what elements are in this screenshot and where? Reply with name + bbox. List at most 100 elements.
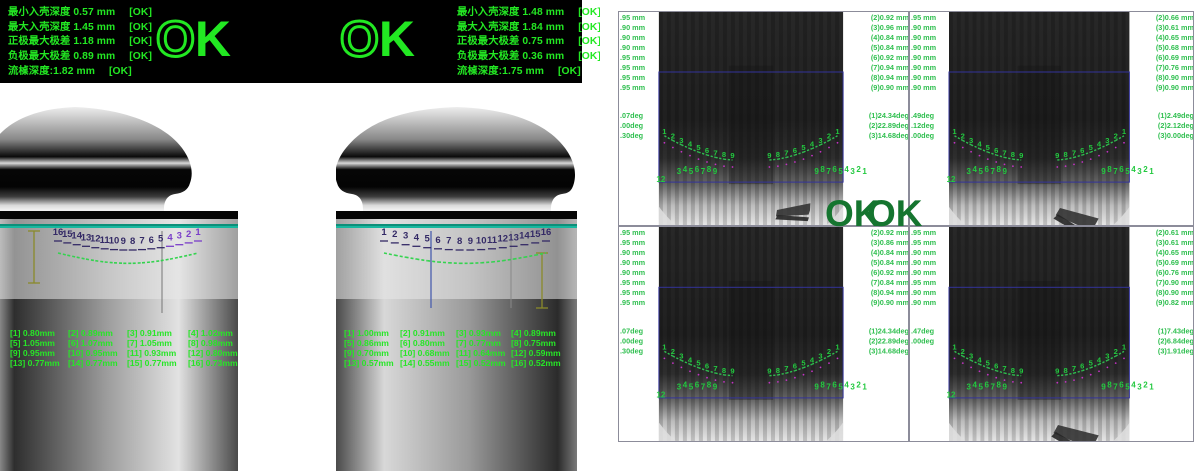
svg-text:.95 mm: .95 mm (620, 278, 646, 287)
svg-text:(2)0.61 mm: (2)0.61 mm (1156, 228, 1194, 237)
svg-text:7: 7 (713, 148, 717, 157)
svg-text:6: 6 (985, 381, 990, 390)
svg-text:.90 mm: .90 mm (620, 248, 646, 257)
svg-text:7: 7 (1072, 364, 1076, 373)
svg-text:.95 mm: .95 mm (620, 83, 646, 92)
svg-text:(2)0.92 mm: (2)0.92 mm (871, 13, 909, 22)
svg-text:6: 6 (1080, 146, 1084, 155)
svg-text:(7)0.76 mm: (7)0.76 mm (1156, 63, 1194, 72)
svg-text:6: 6 (1119, 381, 1124, 390)
svg-text:[11] 0.93mm: [11] 0.93mm (127, 348, 177, 358)
svg-text:[5] 1.05mm: [5] 1.05mm (10, 338, 55, 348)
svg-text:.00deg: .00deg (620, 121, 643, 130)
svg-text:.90 mm: .90 mm (911, 288, 937, 297)
svg-text:12: 12 (947, 175, 956, 184)
svg-text:(4)0.84 mm: (4)0.84 mm (871, 248, 909, 257)
svg-text:9: 9 (1003, 383, 1008, 392)
svg-text:[2] 0.89mm: [2] 0.89mm (68, 328, 113, 338)
svg-text:1: 1 (1149, 167, 1154, 176)
svg-text:[7] 1.05mm: [7] 1.05mm (127, 338, 172, 348)
svg-text:8: 8 (457, 236, 462, 247)
svg-text:7: 7 (1072, 148, 1076, 157)
svg-text:.90 mm: .90 mm (911, 268, 937, 277)
svg-text:(3)0.00deg: (3)0.00deg (1158, 131, 1194, 140)
svg-text:5: 5 (425, 234, 431, 245)
svg-text:(1)2.49deg: (1)2.49deg (1158, 111, 1194, 120)
svg-text:(8)0.90 mm: (8)0.90 mm (1156, 73, 1194, 82)
svg-text:[10] 0.68mm: [10] 0.68mm (400, 348, 450, 358)
svg-text:2: 2 (186, 229, 191, 240)
svg-text:8: 8 (1107, 381, 1112, 390)
svg-text:7: 7 (1002, 364, 1006, 373)
svg-text:[13] 0.77mm: [13] 0.77mm (10, 358, 60, 368)
svg-text:(6)0.92 mm: (6)0.92 mm (871, 53, 909, 62)
svg-text:2: 2 (1114, 347, 1118, 356)
svg-text:12: 12 (498, 234, 509, 245)
svg-text:.90 mm: .90 mm (911, 248, 937, 257)
svg-text:.49deg: .49deg (911, 111, 934, 120)
svg-text:(9)0.82 mm: (9)0.82 mm (1156, 298, 1194, 307)
svg-text:[12] 0.80mm: [12] 0.80mm (188, 348, 238, 358)
svg-text:8: 8 (130, 236, 135, 247)
svg-text:8: 8 (1011, 150, 1015, 159)
svg-text:4: 4 (844, 165, 849, 174)
svg-text:.00deg: .00deg (620, 337, 643, 346)
svg-text:(6)0.92 mm: (6)0.92 mm (871, 268, 909, 277)
svg-text:[14] 0.55mm: [14] 0.55mm (400, 358, 450, 368)
svg-text:7: 7 (784, 148, 788, 157)
svg-text:2: 2 (671, 347, 675, 356)
svg-text:[3] 0.93mm: [3] 0.93mm (456, 328, 501, 338)
svg-text:16: 16 (541, 227, 552, 238)
svg-text:7: 7 (446, 236, 451, 247)
svg-text:9: 9 (713, 383, 718, 392)
svg-text:8: 8 (997, 165, 1002, 174)
svg-text:.90 mm: .90 mm (911, 23, 937, 32)
svg-text:10: 10 (476, 236, 487, 247)
svg-text:2: 2 (1143, 381, 1148, 390)
svg-text:3: 3 (1105, 136, 1109, 145)
svg-text:[15] 0.77mm: [15] 0.77mm (127, 358, 177, 368)
svg-text:[4] 0.89mm: [4] 0.89mm (511, 328, 556, 338)
svg-text:3: 3 (677, 383, 682, 392)
svg-text:(9)0.90 mm: (9)0.90 mm (1156, 83, 1194, 92)
svg-text:7: 7 (139, 236, 144, 247)
svg-text:.95 mm: .95 mm (911, 278, 937, 287)
svg-text:.90 mm: .90 mm (620, 23, 646, 32)
svg-text:3: 3 (969, 136, 973, 145)
svg-text:2: 2 (856, 381, 861, 390)
svg-text:8: 8 (820, 165, 825, 174)
svg-text:.00deg: .00deg (911, 337, 934, 346)
svg-text:(2)22.89deg: (2)22.89deg (869, 121, 909, 130)
svg-text:(8)0.94 mm: (8)0.94 mm (871, 288, 909, 297)
svg-text:[6] 1.07mm: [6] 1.07mm (68, 338, 113, 348)
svg-text:(2)0.66 mm: (2)0.66 mm (1156, 13, 1194, 22)
svg-text:[7] 0.77mm: [7] 0.77mm (456, 338, 501, 348)
svg-text:5: 5 (838, 383, 843, 392)
svg-text:3: 3 (818, 351, 822, 360)
svg-text:7: 7 (991, 167, 996, 176)
svg-text:.90 mm: .90 mm (911, 83, 937, 92)
svg-text:(6)0.69 mm: (6)0.69 mm (1156, 53, 1194, 62)
svg-text:9: 9 (730, 367, 734, 376)
svg-text:7: 7 (701, 167, 706, 176)
svg-text:14: 14 (519, 231, 530, 242)
svg-text:[1] 0.80mm: [1] 0.80mm (10, 328, 55, 338)
svg-text:2: 2 (827, 132, 831, 141)
svg-text:.95 mm: .95 mm (620, 298, 646, 307)
svg-text:6: 6 (832, 381, 837, 390)
svg-text:.90 mm: .90 mm (620, 268, 646, 277)
svg-text:.90 mm: .90 mm (911, 43, 937, 52)
svg-text:4: 4 (973, 165, 978, 174)
svg-text:[8] 0.98mm: [8] 0.98mm (188, 338, 233, 348)
svg-text:[3] 0.91mm: [3] 0.91mm (127, 328, 172, 338)
svg-text:9: 9 (1101, 383, 1106, 392)
svg-text:3: 3 (850, 167, 855, 176)
svg-text:5: 5 (1125, 167, 1130, 176)
svg-text:7: 7 (826, 383, 831, 392)
svg-text:8: 8 (1011, 366, 1015, 375)
svg-text:[2] 0.91mm: [2] 0.91mm (400, 328, 445, 338)
svg-text:3: 3 (403, 231, 408, 242)
svg-text:2: 2 (856, 165, 861, 174)
svg-text:3: 3 (177, 231, 182, 242)
svg-text:6: 6 (705, 362, 709, 371)
